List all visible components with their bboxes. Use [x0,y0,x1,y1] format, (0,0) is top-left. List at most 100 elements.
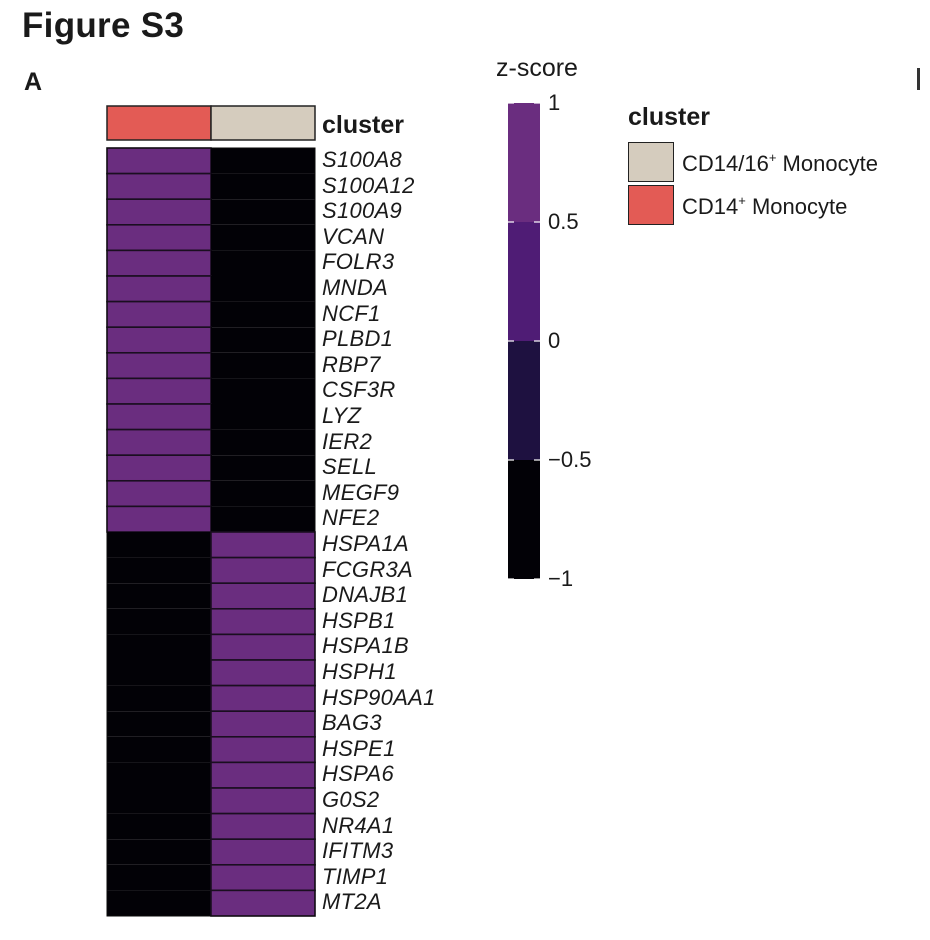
colorbar-segment [508,222,540,341]
colorbar-segment [508,103,540,222]
heatmap-cell [211,250,315,276]
gene-label: S100A9 [322,198,403,224]
gene-label: HSPE1 [322,735,396,761]
gene-label: HSPA1B [322,633,409,659]
heatmap-cell [210,863,316,892]
edge-mark [917,68,920,90]
heatmap-cell [106,224,212,252]
heatmap-cell [210,556,316,584]
heatmap-cell [107,890,211,916]
panel-label: A [24,68,43,96]
heatmap-cell [210,812,316,840]
gene-label: DNAJB1 [322,582,409,608]
heatmap-cell [107,583,211,609]
heatmap-cell [210,684,316,712]
heatmap-cell [106,275,212,303]
heatmap-cell [210,659,316,687]
gene-label: NFE2 [322,505,380,531]
colorbar-tick-label: −1 [548,566,574,591]
legend-label: CD14+ Monocyte [682,193,848,219]
gene-label: PLBD1 [322,326,394,352]
heatmap-cell [210,787,316,815]
heatmap-cell [107,685,211,712]
heatmap-cell [210,531,316,559]
gene-label: IER2 [322,428,373,454]
gene-label: LYZ [322,403,362,428]
heatmap-cell [211,506,315,532]
gene-label: HSPA6 [322,761,395,787]
heatmap-cell [106,147,212,175]
heatmap-cell [211,301,315,328]
colorbar-tick-label: −0.5 [548,447,592,472]
heatmap-cell [210,582,316,610]
heatmap-cell [211,327,315,353]
gene-label: HSPH1 [322,659,397,684]
heatmap-cell [211,173,315,200]
gene-label: S100A12 [322,172,415,198]
heatmap-cell [210,761,316,789]
heatmap-cell [107,839,211,865]
heatmap-cell [107,660,211,686]
heatmap-cell [107,608,211,635]
gene-label: S100A8 [322,147,403,172]
heatmap-cell [211,455,315,481]
cluster-annotation-cell [106,105,212,141]
gene-label: TIMP1 [322,863,389,889]
heatmap-cell [107,813,211,840]
gene-label: NCF1 [322,300,381,326]
heatmap-cell [211,480,315,507]
heatmap-cell [106,172,212,201]
gene-label: IFITM3 [322,838,394,864]
heatmap-cell [106,198,212,226]
gene-label: HSP90AA1 [322,684,436,710]
heatmap-cell [107,532,211,558]
heatmap-cell [106,505,212,533]
heatmap-cell [106,249,212,277]
heatmap-cell [107,736,211,763]
gene-label: SELL [322,454,378,480]
colorbar-segment [508,460,540,579]
legend-swatch [628,185,674,225]
heatmap-cell [211,404,315,430]
heatmap-cell [107,864,211,891]
gene-label: G0S2 [322,787,380,812]
legend-label: CD14/16+ Monocyte [682,150,878,176]
gene-label: HSPA1A [322,531,409,556]
gene-label: BAG3 [322,710,382,736]
heatmap-cell [107,557,211,584]
heatmap-cell [211,199,315,225]
heatmap-cell [211,276,315,302]
heatmap-border [106,147,316,917]
figure-title: Figure S3 [22,6,185,45]
gene-label: FCGR3A [322,556,414,582]
heatmap-cell [211,352,315,379]
heatmap-cell [210,633,316,661]
gene-label: FOLR3 [322,249,395,275]
colorbar-segment [508,341,540,460]
heatmap-cell [106,428,212,457]
heatmap-cell [106,300,212,329]
heatmap-cell [210,710,316,738]
heatmap-cell [106,454,212,482]
heatmap-cell [107,762,211,788]
legend-title: cluster [628,103,710,131]
heatmap-cell [106,326,212,354]
heatmap-cell [210,607,316,636]
heatmap-cell [106,403,212,431]
cluster-annotation-cell [210,105,316,141]
colorbar-tick-label: 0.5 [548,209,579,234]
heatmap-cell [107,788,211,814]
gene-label: VCAN [322,223,385,249]
gene-label: NR4A1 [322,812,395,838]
cluster-annotation-label: cluster [322,111,404,139]
heatmap-cell [106,351,212,380]
heatmap-cell [211,429,315,456]
colorbar-title: z-score [496,54,578,82]
heatmap-cell [210,889,316,917]
heatmap-cell [106,377,212,405]
gene-label: RBP7 [322,351,381,377]
colorbar-tick-label: 1 [548,90,561,115]
gene-label: MEGF9 [322,479,400,505]
heatmap-cell [211,378,315,404]
